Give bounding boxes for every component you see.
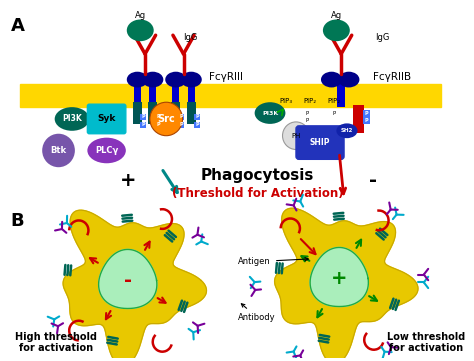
Polygon shape xyxy=(310,247,368,306)
Text: FcγRIII: FcγRIII xyxy=(210,71,244,82)
Text: B: B xyxy=(10,213,24,231)
Text: Ag: Ag xyxy=(331,11,342,19)
Bar xyxy=(188,78,194,107)
Polygon shape xyxy=(63,210,207,361)
Ellipse shape xyxy=(127,72,148,87)
Text: P: P xyxy=(195,114,199,119)
Bar xyxy=(179,114,184,120)
Bar xyxy=(155,114,161,120)
Text: SH2: SH2 xyxy=(341,128,353,133)
Text: P: P xyxy=(141,122,145,127)
Bar xyxy=(140,122,146,128)
Bar xyxy=(155,122,161,128)
Bar xyxy=(148,102,157,124)
Bar xyxy=(337,78,345,107)
Text: Phagocytosis: Phagocytosis xyxy=(201,168,314,183)
Bar xyxy=(194,114,200,120)
Text: PIP₂: PIP₂ xyxy=(304,98,317,104)
FancyBboxPatch shape xyxy=(296,126,344,159)
Circle shape xyxy=(42,134,75,167)
Text: High threshold
for activation: High threshold for activation xyxy=(15,332,97,353)
Text: -: - xyxy=(124,271,132,290)
Ellipse shape xyxy=(321,72,342,87)
Text: Antigen: Antigen xyxy=(238,257,308,266)
Bar xyxy=(353,105,364,133)
FancyBboxPatch shape xyxy=(87,104,126,134)
Text: -: - xyxy=(369,170,377,190)
Ellipse shape xyxy=(165,72,186,87)
Ellipse shape xyxy=(87,138,126,163)
Text: P: P xyxy=(365,110,368,116)
Text: P: P xyxy=(157,122,160,127)
Text: (Threshold for Activation): (Threshold for Activation) xyxy=(172,187,343,200)
Ellipse shape xyxy=(338,72,359,87)
Bar xyxy=(363,117,370,125)
Text: P: P xyxy=(365,118,368,123)
Bar xyxy=(149,78,156,107)
Polygon shape xyxy=(99,249,157,309)
Bar xyxy=(172,102,180,124)
Text: Btk: Btk xyxy=(50,146,67,155)
Ellipse shape xyxy=(55,107,89,131)
Text: PI3K: PI3K xyxy=(62,114,82,123)
Bar xyxy=(20,83,441,107)
Text: Syk: Syk xyxy=(98,114,116,123)
Polygon shape xyxy=(274,208,418,361)
Circle shape xyxy=(150,102,182,136)
Text: P: P xyxy=(180,122,183,127)
Ellipse shape xyxy=(337,123,357,138)
Text: P: P xyxy=(333,110,336,116)
Text: A: A xyxy=(10,17,24,35)
Text: P: P xyxy=(195,122,199,127)
Ellipse shape xyxy=(127,19,154,41)
Bar xyxy=(173,78,179,107)
Text: SHIP: SHIP xyxy=(310,138,330,147)
Text: PIP₂: PIP₂ xyxy=(328,98,341,104)
Text: Low threshold
for activation: Low threshold for activation xyxy=(387,332,465,353)
Ellipse shape xyxy=(255,102,285,124)
Bar xyxy=(187,102,195,124)
Text: P: P xyxy=(306,118,309,123)
Text: P: P xyxy=(141,114,145,119)
Text: +: + xyxy=(119,170,136,190)
Text: PLCγ: PLCγ xyxy=(95,146,118,155)
Bar xyxy=(363,110,370,117)
Text: P: P xyxy=(180,114,183,119)
Text: PIP₃: PIP₃ xyxy=(280,98,293,104)
Ellipse shape xyxy=(323,19,350,41)
Text: P: P xyxy=(157,114,160,119)
Bar xyxy=(133,102,142,124)
Text: IgG: IgG xyxy=(375,33,389,42)
Bar xyxy=(134,78,141,107)
Bar xyxy=(140,114,146,120)
Bar xyxy=(194,122,200,128)
Bar xyxy=(179,122,184,128)
Text: Antibody: Antibody xyxy=(238,304,276,322)
Ellipse shape xyxy=(142,72,164,87)
Text: P: P xyxy=(306,110,309,116)
Text: +: + xyxy=(331,269,347,288)
Text: IgG: IgG xyxy=(183,33,198,42)
Text: PH: PH xyxy=(292,133,301,139)
Text: Src: Src xyxy=(157,114,175,124)
Text: PI3K: PI3K xyxy=(262,110,278,116)
Ellipse shape xyxy=(181,72,202,87)
Text: FcγRIIB: FcγRIIB xyxy=(373,71,411,82)
Circle shape xyxy=(283,122,310,149)
Text: Ag: Ag xyxy=(135,11,146,19)
